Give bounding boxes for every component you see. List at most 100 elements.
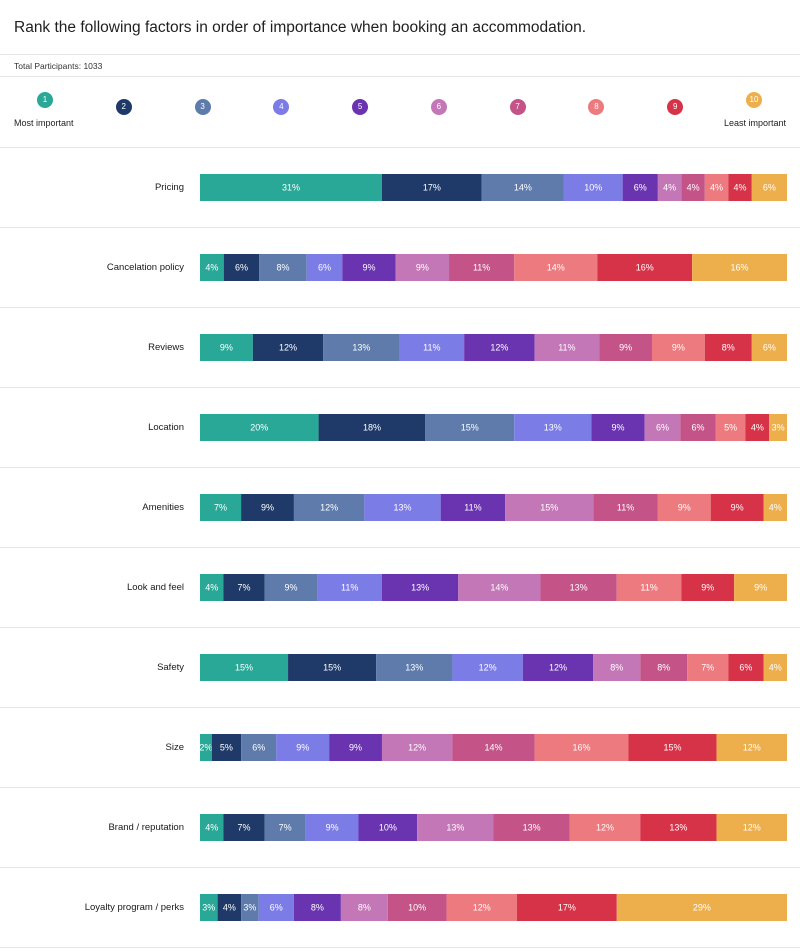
bar-segment[interactable]	[680, 414, 716, 441]
bar-segment[interactable]	[715, 414, 746, 441]
bar-segment[interactable]	[200, 174, 382, 201]
bar-segment[interactable]	[417, 814, 494, 841]
bar-segment[interactable]	[728, 654, 764, 681]
bar-segment[interactable]	[716, 814, 787, 841]
bar-segment[interactable]	[628, 734, 717, 761]
bar-segment[interactable]	[276, 734, 330, 761]
bar-segment[interactable]	[534, 334, 600, 361]
bar-segment[interactable]	[340, 894, 388, 921]
bar-segment[interactable]	[200, 894, 218, 921]
bar-segment[interactable]	[591, 414, 645, 441]
bar-segment[interactable]	[728, 174, 752, 201]
bar-segment[interactable]	[640, 654, 688, 681]
bar-segment[interactable]	[616, 574, 682, 601]
bar-segment[interactable]	[692, 254, 787, 281]
bar-segment[interactable]	[640, 814, 717, 841]
bar-segment[interactable]	[264, 814, 306, 841]
bar-segment[interactable]	[569, 814, 641, 841]
bar-segment[interactable]	[200, 734, 212, 761]
bar-segment[interactable]	[223, 574, 265, 601]
bar-segment[interactable]	[687, 654, 729, 681]
bar-segment[interactable]	[481, 174, 564, 201]
bar-segment[interactable]	[241, 894, 259, 921]
bar-segment[interactable]	[505, 494, 594, 521]
bar-segment[interactable]	[329, 734, 382, 761]
bar-segment[interactable]	[599, 334, 652, 361]
bar-segment[interactable]	[223, 814, 265, 841]
bar-segment[interactable]	[516, 894, 617, 921]
bar-segment[interactable]	[252, 334, 324, 361]
bar-segment[interactable]	[211, 734, 242, 761]
bar-segment[interactable]	[387, 894, 447, 921]
bar-segment[interactable]	[651, 334, 705, 361]
bar-segment[interactable]	[769, 414, 787, 441]
bar-segment[interactable]	[734, 574, 787, 601]
bar-segment[interactable]	[293, 494, 365, 521]
bar-segment[interactable]	[681, 574, 735, 601]
bar-segment[interactable]	[597, 254, 693, 281]
bar-segment[interactable]	[704, 334, 752, 361]
bar-segment[interactable]	[241, 494, 294, 521]
bar-segment[interactable]	[200, 254, 224, 281]
bar-segment[interactable]	[710, 494, 764, 521]
bar-segment[interactable]	[293, 894, 341, 921]
bar-segment[interactable]	[306, 254, 343, 281]
bar-segment[interactable]	[657, 174, 682, 201]
bar-segment[interactable]	[522, 654, 594, 681]
bar-segment[interactable]	[364, 494, 441, 521]
bar-segment[interactable]	[288, 654, 377, 681]
bar-segment[interactable]	[318, 414, 426, 441]
bar-segment[interactable]	[305, 814, 359, 841]
bar-segment[interactable]	[449, 254, 515, 281]
bar-segment[interactable]	[317, 574, 382, 601]
bar-segment[interactable]	[381, 574, 459, 601]
bar-segment[interactable]	[381, 174, 482, 201]
bar-segment[interactable]	[440, 494, 506, 521]
bar-segment[interactable]	[458, 574, 541, 601]
bar-segment[interactable]	[593, 654, 641, 681]
bar-segment[interactable]	[540, 574, 617, 601]
bar-segment[interactable]	[223, 254, 260, 281]
bar-segment[interactable]	[264, 574, 318, 601]
bar-segment[interactable]	[259, 254, 307, 281]
bar-segment[interactable]	[745, 414, 770, 441]
bar-segment[interactable]	[704, 174, 729, 201]
bar-segment[interactable]	[622, 174, 658, 201]
bar-segment[interactable]	[593, 494, 658, 521]
bar-segment[interactable]	[563, 174, 623, 201]
bar-segment[interactable]	[446, 894, 517, 921]
bar-segment[interactable]	[716, 734, 787, 761]
bar-segment[interactable]	[217, 894, 242, 921]
bar-segment[interactable]	[751, 334, 787, 361]
bar-segment[interactable]	[200, 814, 224, 841]
bar-segment[interactable]	[323, 334, 400, 361]
bar-segment[interactable]	[399, 334, 465, 361]
bar-segment[interactable]	[452, 734, 535, 761]
bar-segment[interactable]	[358, 814, 418, 841]
bar-segment[interactable]	[200, 574, 224, 601]
bar-segment[interactable]	[751, 174, 787, 201]
bar-segment[interactable]	[200, 334, 253, 361]
bar-segment[interactable]	[514, 254, 598, 281]
bar-segment[interactable]	[514, 414, 592, 441]
bar-segment[interactable]	[452, 654, 523, 681]
bar-segment[interactable]	[425, 414, 515, 441]
bar-segment[interactable]	[200, 654, 289, 681]
bar-segment[interactable]	[681, 174, 705, 201]
bar-segment[interactable]	[534, 734, 629, 761]
bar-segment[interactable]	[616, 894, 787, 921]
bar-segment[interactable]	[464, 334, 535, 361]
bar-segment[interactable]	[200, 494, 242, 521]
bar-segment[interactable]	[200, 414, 319, 441]
bar-segment[interactable]	[493, 814, 570, 841]
bar-segment[interactable]	[644, 414, 681, 441]
bar-segment[interactable]	[763, 494, 787, 521]
bar-segment[interactable]	[342, 254, 396, 281]
bar-segment[interactable]	[376, 654, 453, 681]
bar-segment[interactable]	[381, 734, 453, 761]
bar-segment[interactable]	[241, 734, 277, 761]
bar-segment[interactable]	[258, 894, 294, 921]
bar-segment[interactable]	[763, 654, 787, 681]
bar-segment[interactable]	[657, 494, 711, 521]
bar-segment[interactable]	[395, 254, 450, 281]
